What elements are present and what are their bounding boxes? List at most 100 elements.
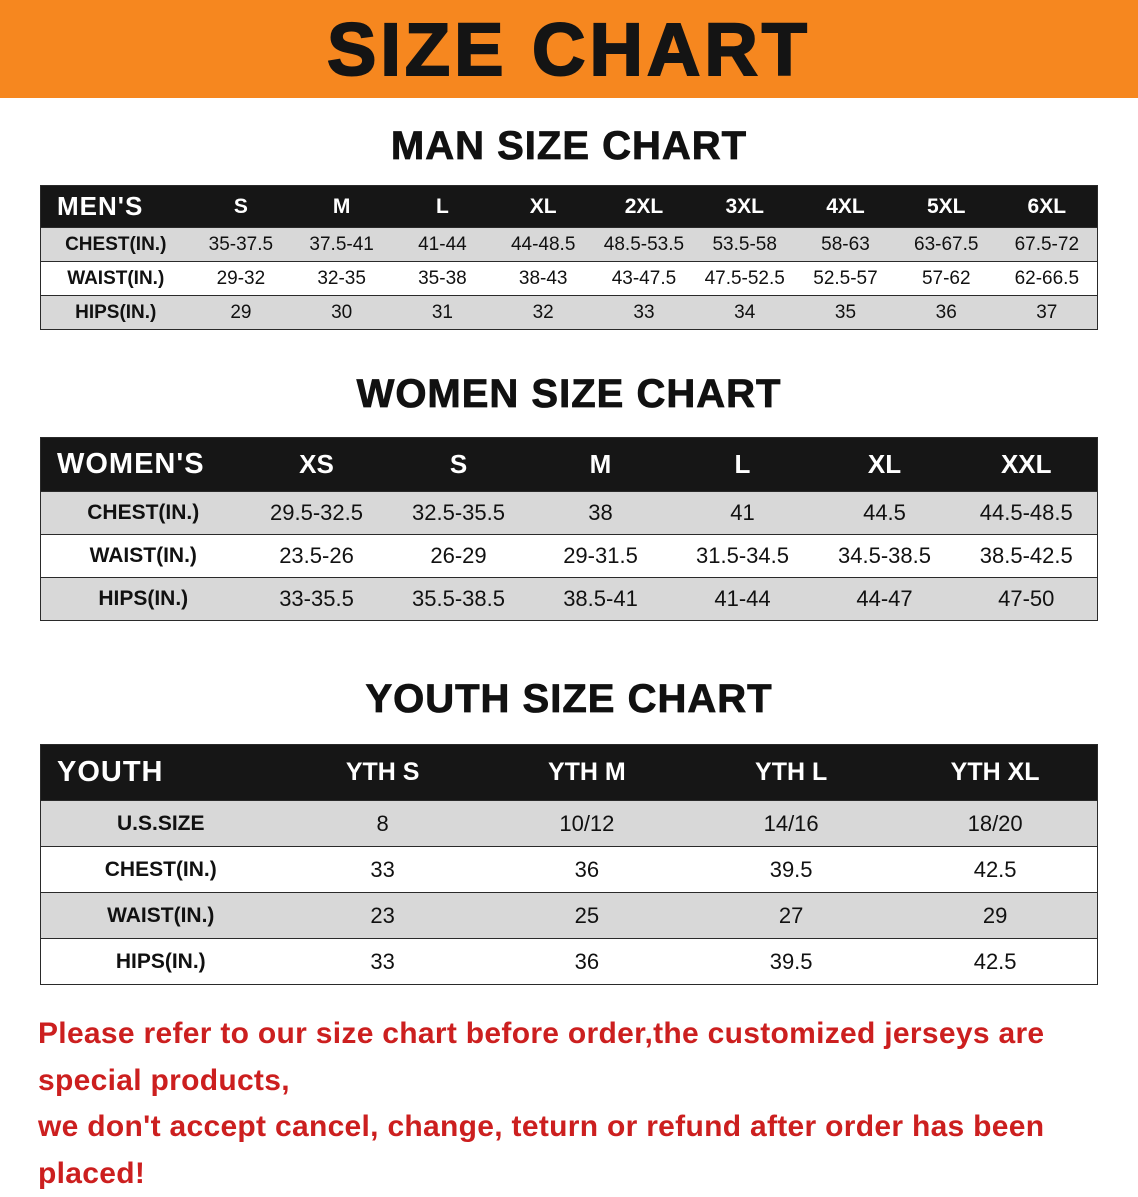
size-header-cell: XS (245, 437, 388, 492)
table-row: WAIST(IN.) 29-32 32-35 35-38 38-43 43-47.5 47.… (40, 261, 1098, 296)
value-cell: 35-38 (392, 261, 493, 296)
value-cell: 57-62 (895, 261, 997, 296)
value-cell: 53.5-58 (694, 227, 796, 262)
row-label-cell: WAIST(IN.) (40, 892, 281, 939)
row-label-cell: WAIST(IN.) (40, 534, 246, 578)
value-cell: 31.5-34.5 (671, 534, 814, 578)
value-cell: 39.5 (689, 846, 894, 893)
table-row: CHEST(IN.) 29.5-32.5 32.5-35.5 38 41 44.5 44.5… (40, 491, 1098, 535)
size-header-cell: 3XL (694, 185, 796, 228)
size-header-cell: M (529, 437, 672, 492)
value-cell: 33 (280, 938, 485, 985)
man-size-section: MAN SIZE CHART MEN'S S M L XL 2XL 3XL 4XL 5XL 6XL… (0, 124, 1138, 330)
value-cell: 67.5-72 (996, 227, 1098, 262)
row-label-cell: HIPS(IN.) (40, 295, 191, 330)
value-cell: 23 (280, 892, 485, 939)
size-header-cell: XXL (955, 437, 1098, 492)
value-cell: 37.5-41 (291, 227, 393, 262)
row-label-cell: CHEST(IN.) (40, 491, 246, 535)
value-cell: 32-35 (291, 261, 393, 296)
value-cell: 29-32 (190, 261, 292, 296)
size-header-cell: 6XL (996, 185, 1098, 228)
value-cell: 63-67.5 (895, 227, 997, 262)
table-header-row: YOUTH YTH S YTH M YTH L YTH XL (40, 744, 1098, 801)
value-cell: 34.5-38.5 (813, 534, 956, 578)
table-row: HIPS(IN.) 29 30 31 32 33 34 35 36 37 (40, 295, 1098, 330)
table-header-row: WOMEN'S XS S M L XL XXL (40, 437, 1098, 492)
value-cell: 33 (280, 846, 485, 893)
size-header-cell: 2XL (593, 185, 695, 228)
row-label-cell: HIPS(IN.) (40, 577, 246, 621)
title-banner: SIZE CHART (0, 0, 1138, 98)
table-row: WAIST(IN.) 23 25 27 29 (40, 892, 1098, 939)
size-header-cell: 5XL (895, 185, 997, 228)
value-cell: 14/16 (689, 800, 894, 847)
size-header-cell: YTH M (484, 744, 689, 801)
women-size-section: WOMEN SIZE CHART WOMEN'S XS S M L XL XXL CHEST(… (0, 372, 1138, 621)
value-cell: 37 (996, 295, 1098, 330)
value-cell: 33-35.5 (245, 577, 388, 621)
value-cell: 42.5 (893, 846, 1098, 893)
value-cell: 41-44 (671, 577, 814, 621)
size-header-cell: YTH L (689, 744, 894, 801)
men-size-table: MEN'S S M L XL 2XL 3XL 4XL 5XL 6XL CHEST(IN.) 35-37… (40, 185, 1098, 330)
value-cell: 44-47 (813, 577, 956, 621)
value-cell: 58-63 (795, 227, 896, 262)
size-header-cell: S (190, 185, 292, 228)
value-cell: 36 (484, 846, 689, 893)
value-cell: 8 (280, 800, 485, 847)
value-cell: 41 (671, 491, 814, 535)
value-cell: 27 (689, 892, 894, 939)
footer-note-line: Please refer to our size chart before or… (38, 1017, 1045, 1097)
value-cell: 44.5-48.5 (955, 491, 1098, 535)
value-cell: 31 (392, 295, 493, 330)
table-header-row: MEN'S S M L XL 2XL 3XL 4XL 5XL 6XL (40, 185, 1098, 228)
value-cell: 36 (895, 295, 997, 330)
table-title-cell: YOUTH (40, 744, 281, 801)
size-header-cell: 4XL (795, 185, 896, 228)
value-cell: 23.5-26 (245, 534, 388, 578)
youth-size-section: YOUTH SIZE CHART YOUTH YTH S YTH M YTH L YTH… (0, 677, 1138, 985)
row-label-cell: HIPS(IN.) (40, 938, 281, 985)
size-header-cell: S (387, 437, 530, 492)
value-cell: 34 (694, 295, 796, 330)
table-row: HIPS(IN.) 33-35.5 35.5-38.5 38.5-41 41-44 44-… (40, 577, 1098, 621)
value-cell: 38.5-41 (529, 577, 672, 621)
row-label-cell: WAIST(IN.) (40, 261, 191, 296)
row-label-cell: U.S.SIZE (40, 800, 281, 847)
value-cell: 38.5-42.5 (955, 534, 1098, 578)
value-cell: 10/12 (484, 800, 689, 847)
value-cell: 30 (291, 295, 393, 330)
table-row: CHEST(IN.) 35-37.5 37.5-41 41-44 44-48.5 48.5… (40, 227, 1098, 262)
footer-note-line: we don't accept cancel, change, teturn o… (38, 1110, 1045, 1190)
size-header-cell: L (671, 437, 814, 492)
value-cell: 35 (795, 295, 896, 330)
value-cell: 62-66.5 (996, 261, 1098, 296)
table-row: U.S.SIZE 8 10/12 14/16 18/20 (40, 800, 1098, 847)
value-cell: 41-44 (392, 227, 493, 262)
value-cell: 47-50 (955, 577, 1098, 621)
value-cell: 48.5-53.5 (593, 227, 695, 262)
value-cell: 43-47.5 (593, 261, 695, 296)
row-label-cell: CHEST(IN.) (40, 227, 191, 262)
value-cell: 29.5-32.5 (245, 491, 388, 535)
size-header-cell: L (392, 185, 493, 228)
value-cell: 33 (593, 295, 695, 330)
value-cell: 29 (190, 295, 292, 330)
section-heading-youth: YOUTH SIZE CHART (365, 677, 773, 722)
value-cell: 38 (529, 491, 672, 535)
size-header-cell: XL (813, 437, 956, 492)
value-cell: 35.5-38.5 (387, 577, 530, 621)
value-cell: 26-29 (387, 534, 530, 578)
value-cell: 47.5-52.5 (694, 261, 796, 296)
size-header-cell: YTH XL (893, 744, 1098, 801)
value-cell: 39.5 (689, 938, 894, 985)
value-cell: 35-37.5 (190, 227, 292, 262)
table-row: HIPS(IN.) 33 36 39.5 42.5 (40, 938, 1098, 985)
value-cell: 38-43 (492, 261, 594, 296)
table-title-cell: MEN'S (40, 185, 191, 228)
women-size-table: WOMEN'S XS S M L XL XXL CHEST(IN.) 29.5-32.5 32.5… (40, 437, 1098, 621)
size-header-cell: XL (492, 185, 594, 228)
value-cell: 29-31.5 (529, 534, 672, 578)
value-cell: 18/20 (893, 800, 1098, 847)
